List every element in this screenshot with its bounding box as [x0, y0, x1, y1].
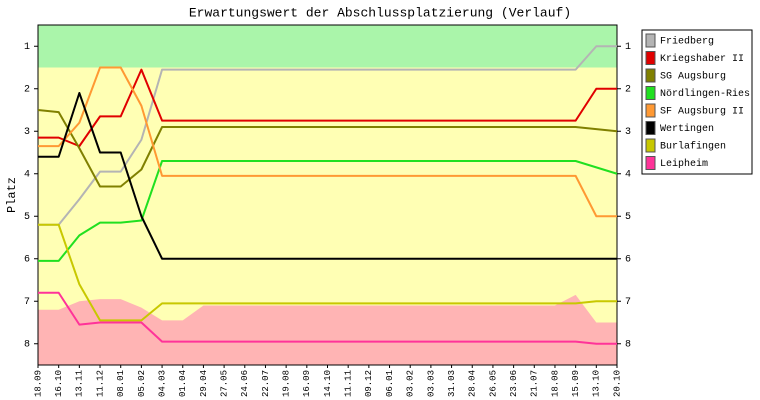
- x-tick-label: 20.10: [612, 370, 622, 397]
- series-line: [38, 92, 617, 260]
- x-tick-label: 22.07: [261, 370, 271, 397]
- legend-label: Nördlingen-Ries: [660, 88, 750, 100]
- x-tick-label: 15.09: [571, 370, 581, 397]
- y-tick-label: 7: [625, 297, 631, 308]
- y-tick-label: 4: [24, 169, 30, 180]
- legend-swatch: [645, 68, 656, 83]
- x-tick-label: 14.10: [323, 370, 333, 397]
- y-tick-label: 4: [625, 169, 631, 180]
- y-tick-label: 3: [625, 127, 631, 138]
- series-line: [38, 68, 617, 148]
- x-tick-label: 16.10: [54, 370, 64, 397]
- y-tick-label: 6: [24, 254, 30, 265]
- x-tick-label: 29.04: [199, 370, 209, 397]
- x-tick-label: 06.01: [385, 370, 395, 397]
- series-line: [38, 45, 617, 226]
- x-tick-label: 08.01: [116, 370, 126, 397]
- legend-label: Wertingen: [660, 123, 714, 135]
- y-tick-label: 1: [24, 42, 30, 53]
- legend-swatch: [645, 103, 656, 118]
- x-tick-label: 28.04: [468, 370, 478, 397]
- legend-label: Kriegshaber II: [660, 53, 744, 65]
- y-axis-label: Platz: [5, 177, 19, 213]
- x-tick-label: 26.05: [488, 370, 498, 397]
- y-tick-label: 8: [625, 339, 631, 350]
- y-tick-label: 6: [625, 254, 631, 265]
- y-tick-label: 1: [625, 42, 631, 53]
- legend-swatch: [645, 86, 656, 100]
- x-tick-label: 03.03: [426, 370, 436, 397]
- x-tick-label: 13.10: [592, 370, 602, 397]
- y-tick-label: 2: [625, 84, 631, 95]
- legend-swatch: [645, 33, 656, 48]
- legend-swatch: [645, 156, 656, 170]
- background-area: [38, 294, 617, 365]
- series-line: [38, 223, 617, 322]
- legend-label: Burlafingen: [660, 141, 726, 153]
- series-line: [38, 291, 617, 345]
- y-tick-label: 8: [24, 339, 30, 350]
- x-tick-label: 13.11: [75, 370, 85, 397]
- x-tick-label: 04.03: [157, 370, 167, 397]
- y-tick-label: 5: [24, 212, 30, 223]
- background-area: [38, 25, 617, 68]
- legend-label: SF Augsburg II: [660, 106, 744, 118]
- y-tick-label: 2: [24, 84, 30, 95]
- series-line: [37, 109, 618, 188]
- x-tick-label: 11.12: [95, 370, 105, 397]
- x-tick-label: 21.07: [530, 370, 540, 397]
- legend-label: Leipheim: [660, 158, 708, 170]
- x-tick-label: 03.02: [406, 370, 416, 397]
- legend-swatch: [645, 138, 656, 153]
- legend-label: SG Augsburg: [660, 71, 726, 83]
- x-tick-label: 11.11: [344, 370, 354, 397]
- series-line: [38, 160, 618, 262]
- legend-box: [641, 29, 753, 175]
- legend-swatch: [645, 51, 656, 65]
- x-tick-label: 24.06: [240, 370, 250, 397]
- series-line: [38, 66, 617, 218]
- x-tick-label: 09.12: [364, 370, 374, 397]
- x-tick-label: 23.06: [509, 370, 519, 397]
- x-tick-label: 05.02: [137, 370, 147, 397]
- x-tick-label: 16.09: [302, 370, 312, 397]
- chart-title: Erwartungswert der Abschlussplatzierung …: [189, 5, 571, 20]
- legend-swatch: [645, 121, 656, 135]
- x-tick-label: 18.08: [550, 370, 560, 397]
- x-tick-label: 19.08: [282, 370, 292, 397]
- y-tick-label: 7: [24, 297, 30, 308]
- x-tick-label: 18.09: [33, 370, 43, 397]
- y-tick-label: 5: [625, 212, 631, 223]
- y-tick-label: 3: [24, 127, 30, 138]
- x-tick-label: 27.05: [219, 370, 229, 397]
- legend-label: Friedberg: [660, 36, 714, 48]
- x-tick-label: 01.04: [178, 370, 188, 397]
- x-tick-label: 31.03: [447, 370, 457, 397]
